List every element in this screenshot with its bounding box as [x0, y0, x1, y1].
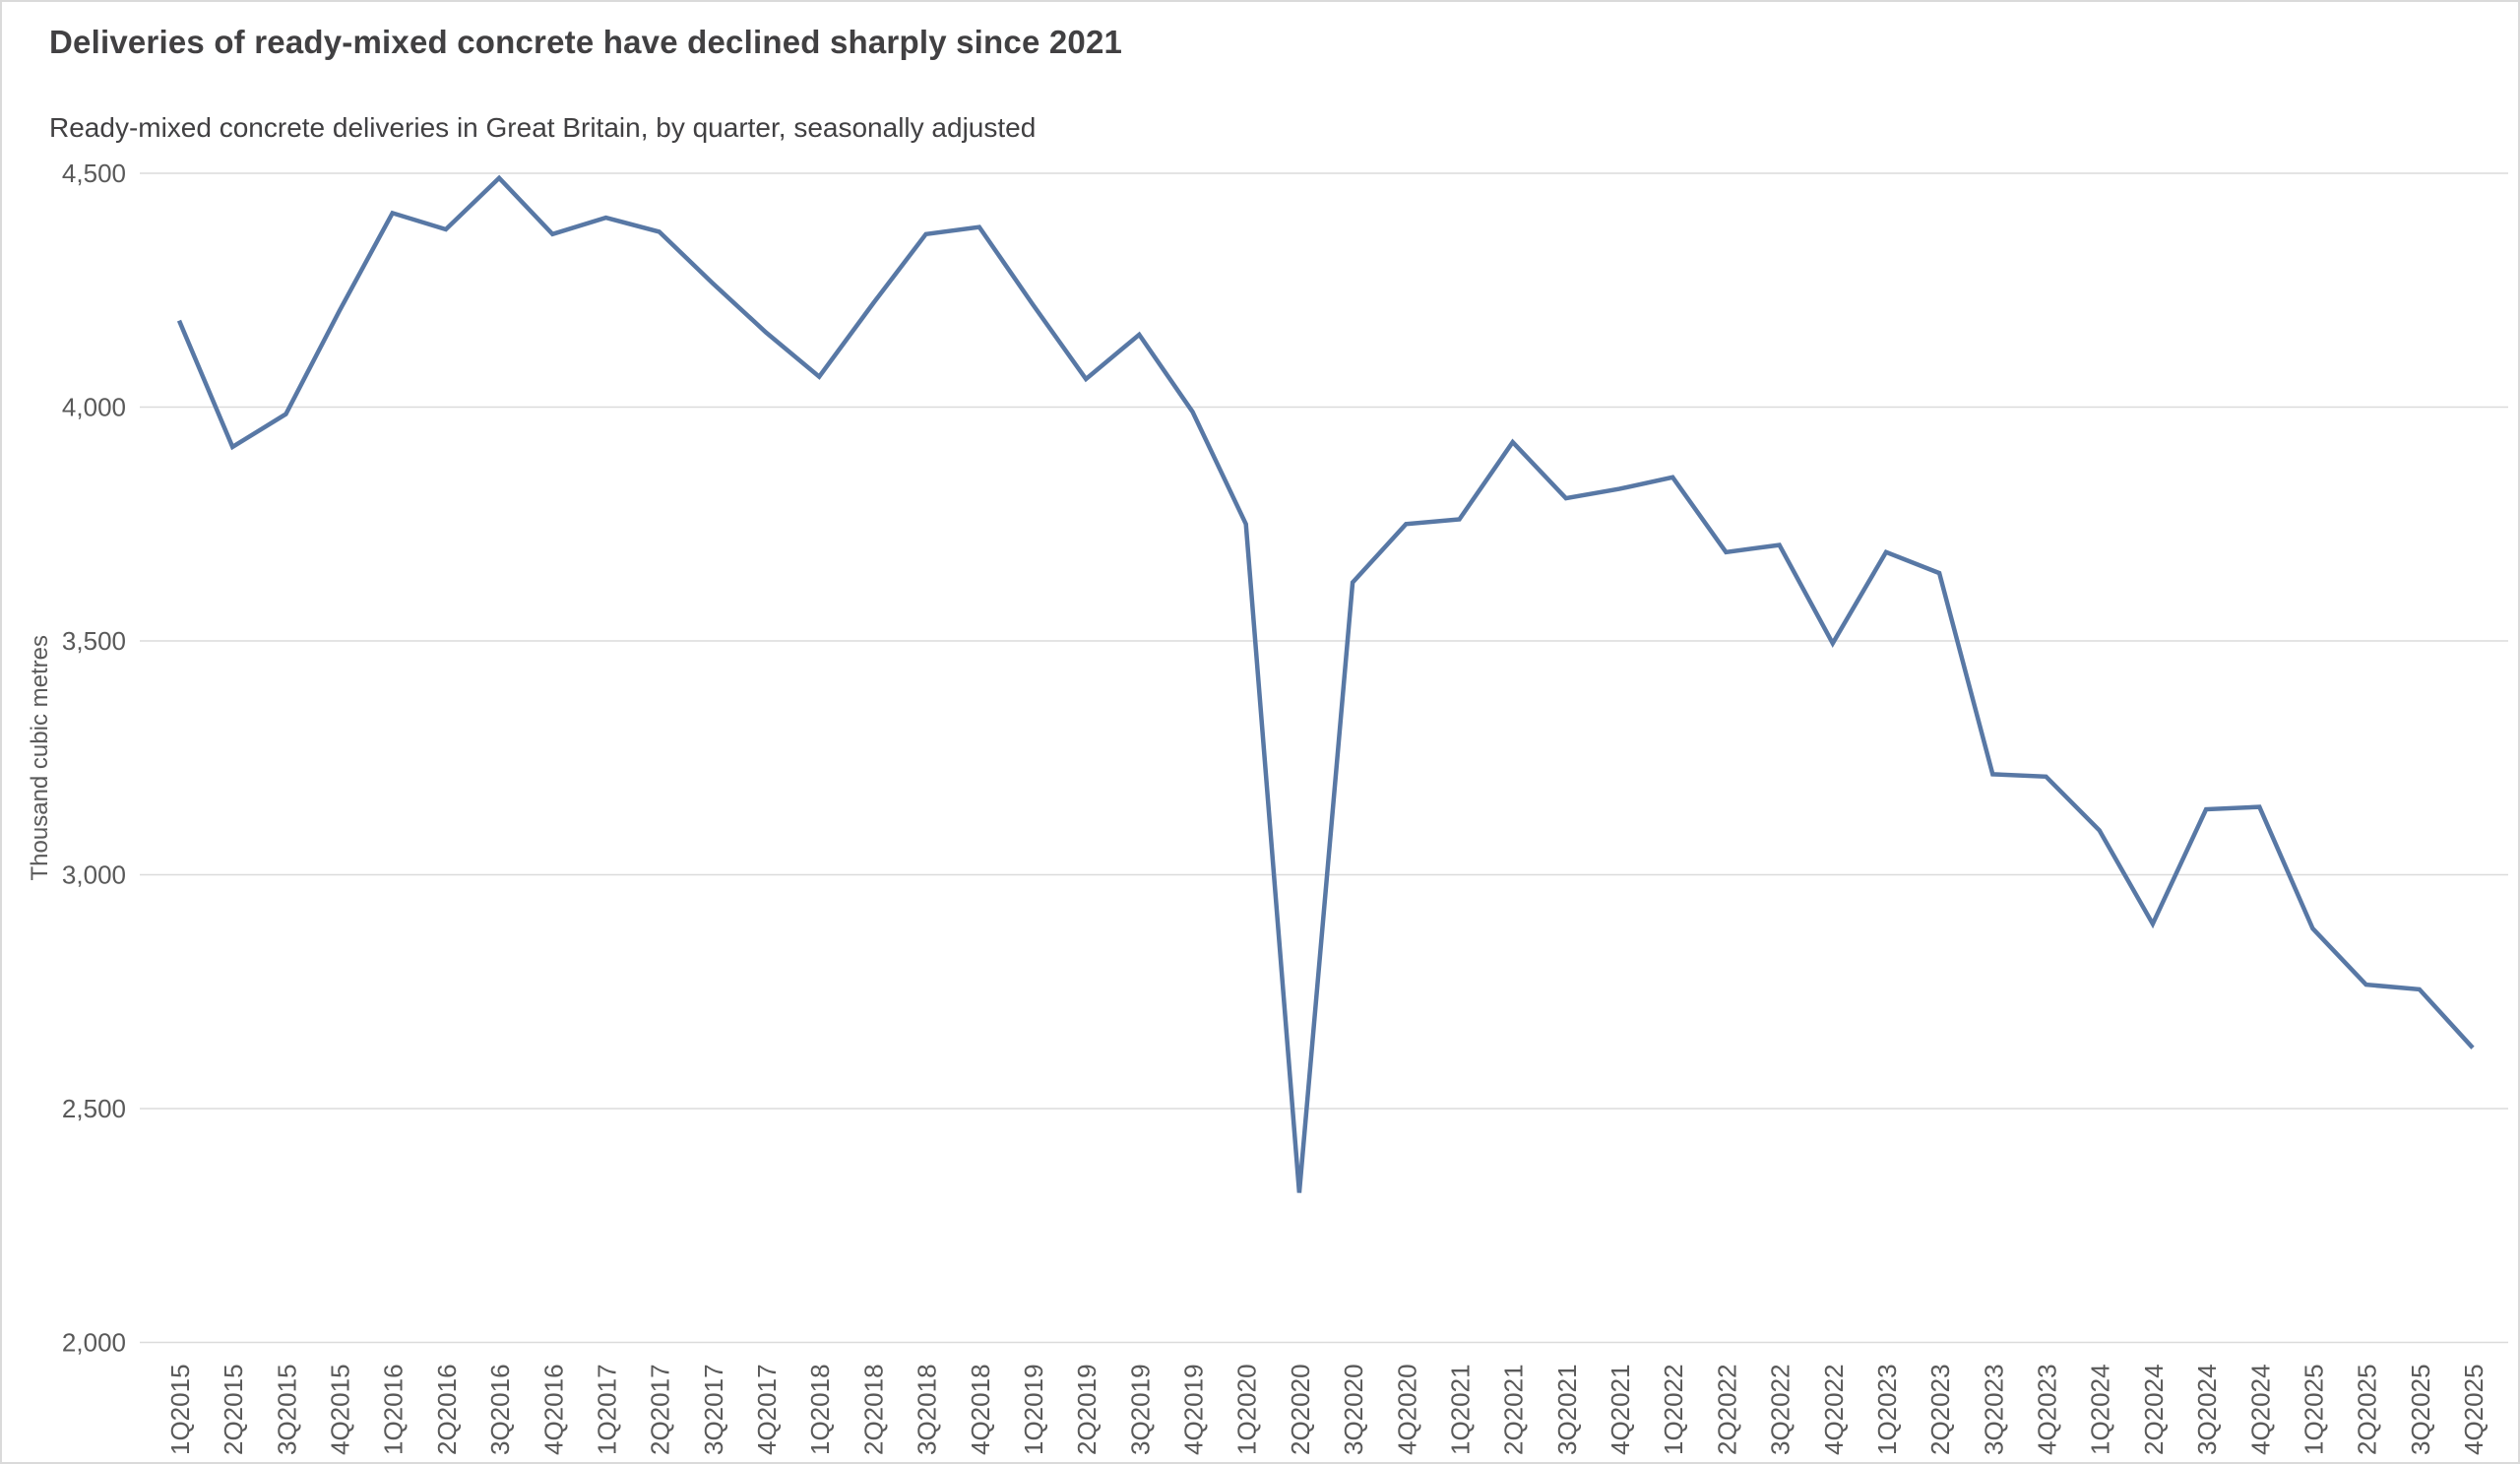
x-axis-tick-label: 4Q2022 — [1819, 1364, 1849, 1455]
y-axis-tick-label: 2,000 — [62, 1328, 126, 1358]
x-axis-tick-label: 4Q2019 — [1179, 1364, 1209, 1455]
x-axis-tick-label: 1Q2015 — [165, 1364, 195, 1455]
x-axis-tick-label: 4Q2020 — [1392, 1364, 1421, 1455]
x-axis-tick-label: 4Q2021 — [1606, 1364, 1635, 1455]
x-axis-tick-label: 3Q2021 — [1552, 1364, 1582, 1455]
y-axis-tick-label: 4,000 — [62, 393, 126, 422]
x-axis-tick-label: 1Q2023 — [1872, 1364, 1902, 1455]
x-axis-tick-label: 3Q2025 — [2406, 1364, 2435, 1455]
x-axis-tick-label: 1Q2018 — [805, 1364, 835, 1455]
x-axis-tick-label: 2Q2016 — [432, 1364, 462, 1455]
x-axis-tick-label: 3Q2015 — [272, 1364, 301, 1455]
data-series-line — [176, 174, 2475, 1193]
x-axis-tick-label: 2Q2023 — [1925, 1364, 1955, 1455]
x-axis-tick-label: 4Q2018 — [966, 1364, 995, 1455]
x-axis-tick-label: 2Q2015 — [219, 1364, 248, 1455]
x-axis-tick-label: 4Q2016 — [538, 1364, 568, 1455]
x-axis-tick-label: 2Q2018 — [858, 1364, 888, 1455]
x-axis-tick-label: 1Q2016 — [379, 1364, 409, 1455]
x-axis-tick-label: 1Q2022 — [1659, 1364, 1688, 1455]
x-axis-tick-label: 3Q2019 — [1125, 1364, 1155, 1455]
x-axis-tick-label: 3Q2020 — [1339, 1364, 1368, 1455]
x-axis-tick-label: 3Q2018 — [913, 1364, 942, 1455]
x-axis-tick-label: 2Q2025 — [2353, 1364, 2382, 1455]
x-axis-tick-label: 3Q2022 — [1766, 1364, 1796, 1455]
y-axis-tick-label: 4,500 — [62, 159, 126, 188]
x-axis-tick-label: 2Q2024 — [2139, 1364, 2169, 1455]
y-axis-tick-label: 2,500 — [62, 1094, 126, 1123]
x-axis-tick-label: 4Q2023 — [2033, 1364, 2062, 1455]
x-axis-tick-label: 1Q2020 — [1232, 1364, 1262, 1455]
x-axis-tick-label: 2Q2017 — [646, 1364, 675, 1455]
x-axis-tick-label: 2Q2020 — [1286, 1364, 1315, 1455]
x-axis-tick-label: 2Q2022 — [1712, 1364, 1741, 1455]
x-axis-tick-label: 1Q2025 — [2299, 1364, 2328, 1455]
y-axis-tick-label: 3,500 — [62, 626, 126, 656]
x-axis-tick-label: 4Q2024 — [2245, 1364, 2275, 1455]
x-axis-tick-label: 3Q2023 — [1979, 1364, 2008, 1455]
x-axis-tick-label: 4Q2015 — [326, 1364, 355, 1455]
x-axis-tick-label: 4Q2017 — [752, 1364, 782, 1455]
x-axis-tick-label: 3Q2024 — [2192, 1364, 2222, 1455]
x-axis-tick-label: 1Q2019 — [1019, 1364, 1048, 1455]
x-axis-tick-label: 2Q2021 — [1499, 1364, 1529, 1455]
chart-title: Deliveries of ready-mixed concrete have … — [49, 24, 1123, 60]
x-axis-tick-label: 3Q2016 — [485, 1364, 515, 1455]
chart-subtitle: Ready-mixed concrete deliveries in Great… — [49, 112, 1037, 143]
x-axis-tick-label: 2Q2019 — [1072, 1364, 1102, 1455]
y-axis-tick-label: 3,000 — [62, 860, 126, 890]
x-axis-tick-label: 1Q2024 — [2086, 1364, 2115, 1455]
x-axis-tick-label: 1Q2017 — [592, 1364, 621, 1455]
x-axis-tick-label: 4Q2025 — [2459, 1364, 2488, 1455]
y-axis-title: Thousand cubic metres — [27, 635, 53, 880]
x-axis-tick-label: 1Q2021 — [1445, 1364, 1475, 1455]
x-axis-tick-label: 3Q2017 — [699, 1364, 728, 1455]
